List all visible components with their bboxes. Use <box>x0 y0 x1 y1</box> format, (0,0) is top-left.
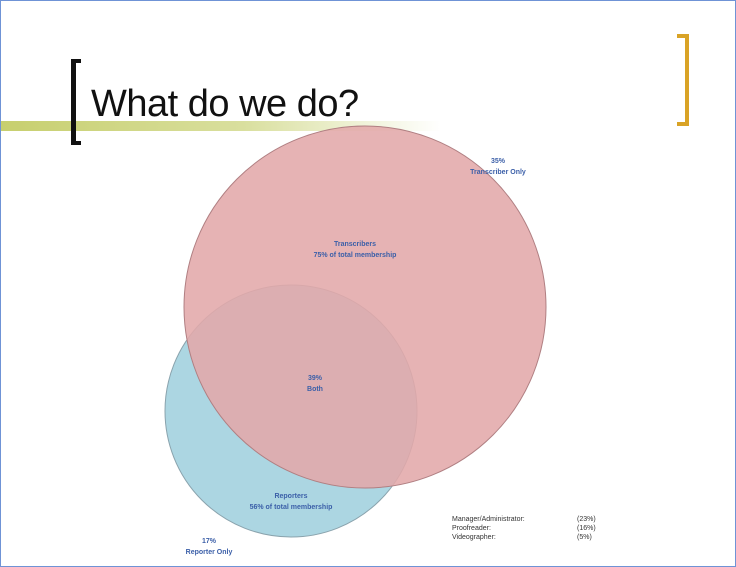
legend-row: Manager/Administrator: (23%) <box>452 515 612 524</box>
legend-value: (5%) <box>577 534 592 541</box>
legend-value: (16%) <box>577 525 596 532</box>
reporters-subtitle: 56% of total membership <box>250 504 333 511</box>
legend-name: Manager/Administrator: <box>452 516 525 523</box>
reporters-title: Reporters <box>274 493 307 500</box>
transcribers-circle <box>183 125 547 489</box>
both-pct: 39% <box>308 375 323 382</box>
transcribers-subtitle: 75% of total membership <box>314 252 397 259</box>
legend-name: Videographer: <box>452 534 496 541</box>
right-bracket-decoration <box>677 34 689 126</box>
legend-row: Videographer: (5%) <box>452 533 612 542</box>
transcriber-only-label: Transcriber Only <box>470 169 526 176</box>
transcriber-only-pct: 35% <box>491 158 506 165</box>
title-accent-line <box>1 121 441 131</box>
transcribers-title: Transcribers <box>334 241 376 248</box>
slide-title: What do we do? <box>91 83 359 125</box>
left-bracket-decoration <box>71 59 81 145</box>
legend-row: Proofreader: (16%) <box>452 524 612 533</box>
legend-name: Proofreader: <box>452 525 491 532</box>
reporter-only-label: Reporter Only <box>186 549 233 556</box>
roles-legend: Manager/Administrator: (23%) Proofreader… <box>452 515 612 542</box>
legend-value: (23%) <box>577 516 596 523</box>
both-label: Both <box>307 386 323 393</box>
reporter-only-pct: 17% <box>202 538 217 545</box>
